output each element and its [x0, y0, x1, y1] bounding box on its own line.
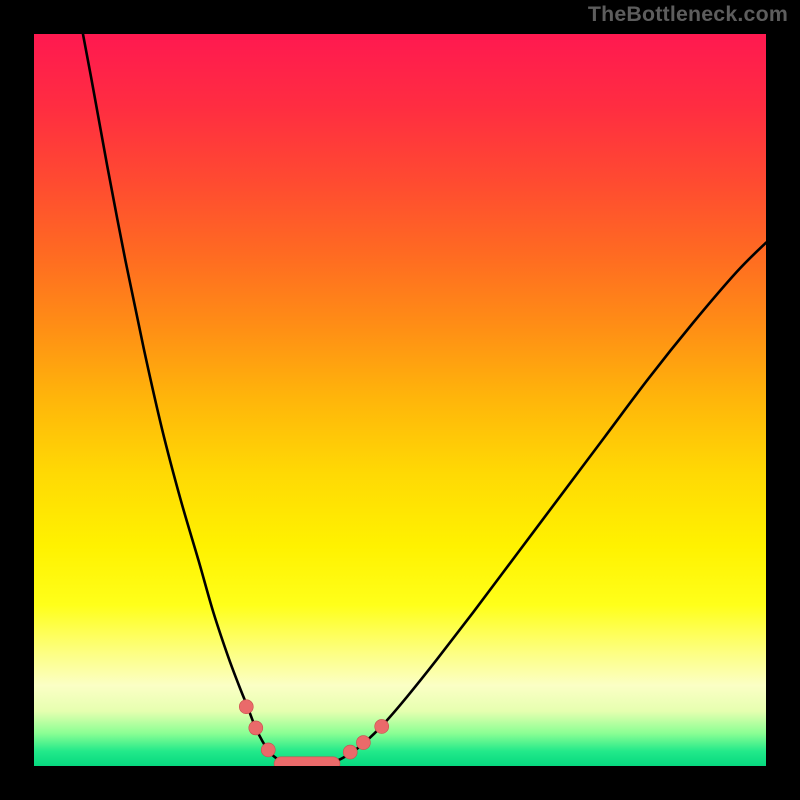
valley-pill: [274, 757, 340, 771]
marker-left-0: [239, 700, 253, 714]
gradient-background: [34, 34, 766, 766]
chart-stage: TheBottleneck.com: [0, 0, 800, 800]
marker-left-2: [261, 743, 275, 757]
marker-left-1: [249, 721, 263, 735]
marker-right-2: [375, 719, 389, 733]
marker-right-0: [343, 745, 357, 759]
bottleneck-curve-chart: [0, 0, 800, 800]
marker-right-1: [356, 736, 370, 750]
